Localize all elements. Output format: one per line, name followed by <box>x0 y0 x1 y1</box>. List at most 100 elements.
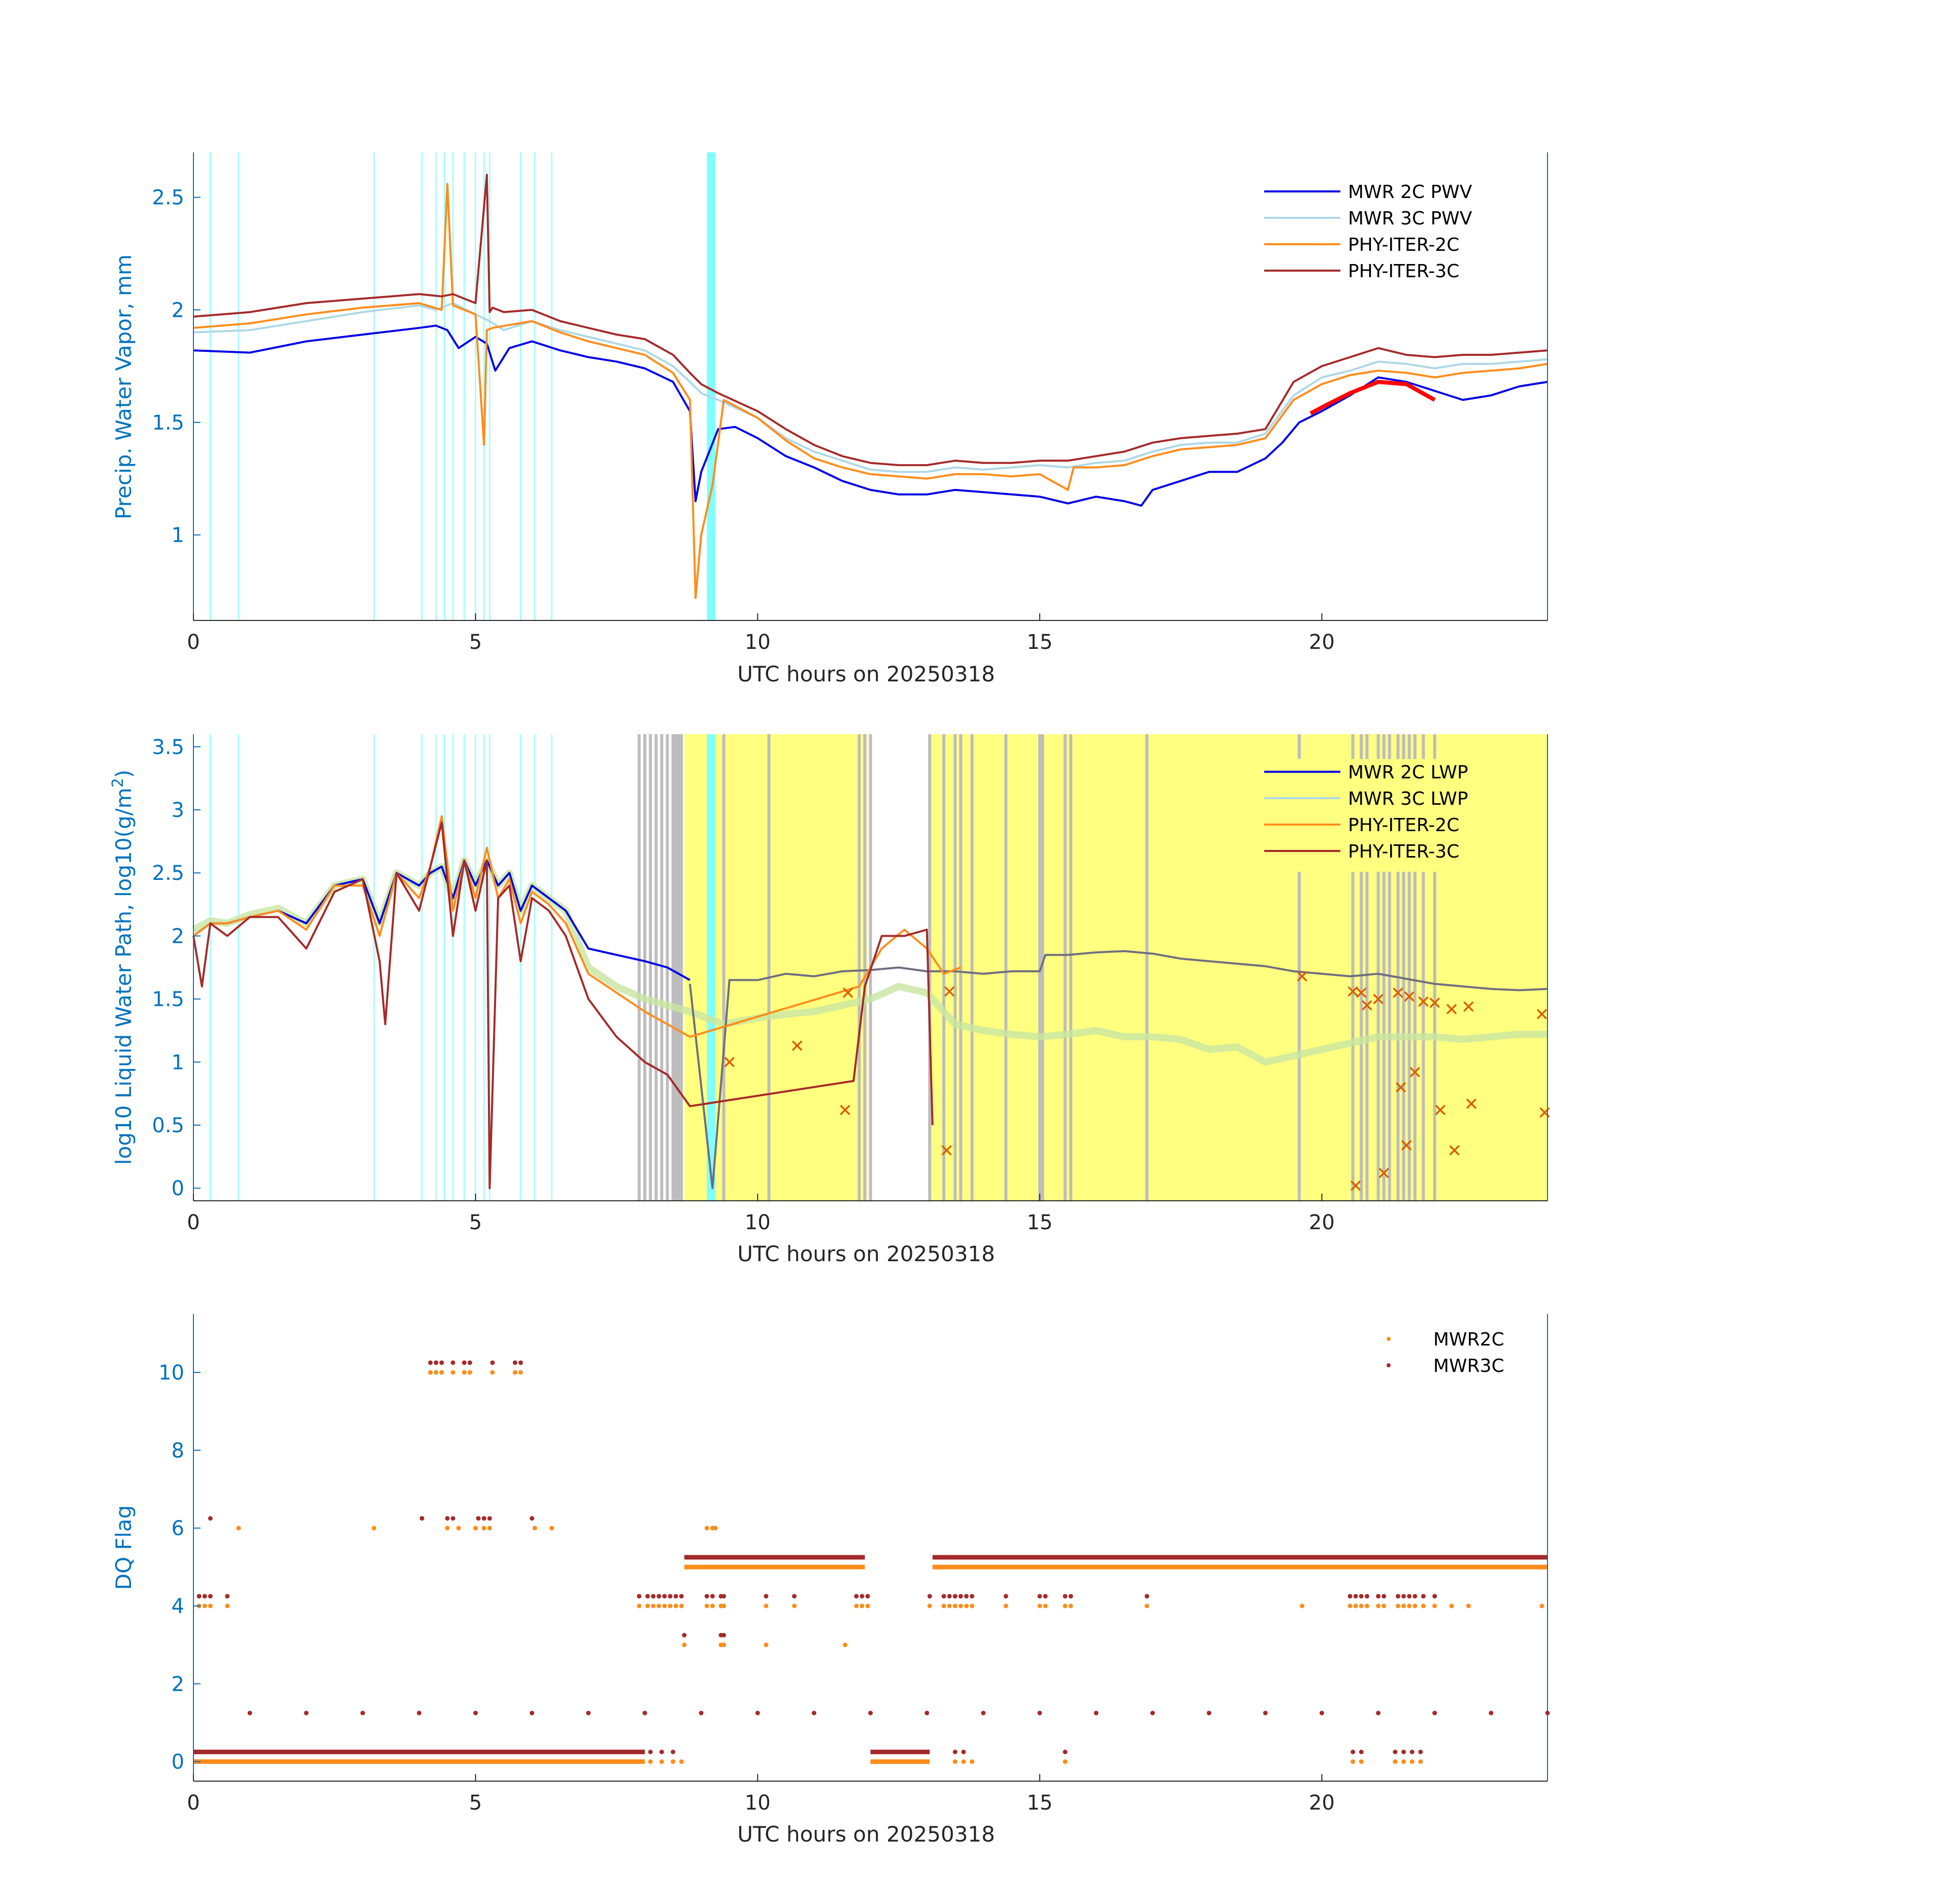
dq-series-1-point <box>1063 1750 1068 1754</box>
pwv-x-tick-label: 0 <box>187 631 200 654</box>
dq-series-1-point <box>1396 1594 1401 1599</box>
legend-label-mwr3c-pwv: MWR 3C PWV <box>1348 208 1472 229</box>
dq-series-0-point <box>1396 1603 1401 1608</box>
dq-series-0-point <box>713 1526 718 1531</box>
dq-series-1-point <box>1003 1594 1008 1599</box>
dq-series-0-point <box>1063 1759 1068 1764</box>
pwv-x-tick-label: 20 <box>1309 631 1335 654</box>
lwp-x-marker <box>1373 994 1384 1004</box>
dq-series-1-point <box>645 1594 650 1599</box>
lwp-x-marker <box>1536 1009 1548 1020</box>
lwp-x-marker <box>1418 996 1429 1007</box>
dq-series-1-point <box>704 1594 709 1599</box>
legend-label-mwr2c-pwv: MWR 2C PWV <box>1348 182 1472 203</box>
dq-series-0-point <box>372 1526 377 1531</box>
dq-series-1-point <box>1407 1594 1412 1599</box>
dq-series-1-point <box>1489 1711 1494 1716</box>
dq-series-0-point <box>487 1526 492 1531</box>
legend-label-mwr2c-lwp: MWR 2C LWP <box>1348 762 1468 783</box>
dq-series-1-point <box>1381 1594 1387 1599</box>
dq-series-0-point <box>202 1603 207 1608</box>
dq-series-0-point <box>656 1603 662 1608</box>
dq-series-1-point <box>450 1516 455 1521</box>
dq-series-1-point <box>1063 1594 1068 1599</box>
dq-series-0-point <box>462 1370 467 1375</box>
dq-series-1-point <box>1068 1594 1073 1599</box>
pwv-series-0 <box>193 324 1548 507</box>
lwp-y-tick-label: 2 <box>172 925 184 948</box>
dq-series-0-point <box>792 1603 797 1608</box>
dq-series-1-point <box>721 1633 727 1637</box>
dq-series-0-point <box>1037 1603 1042 1608</box>
dq-series-0-point <box>1003 1603 1008 1608</box>
dq-series-1-point <box>1347 1594 1353 1599</box>
dq-series-0-point <box>1364 1603 1369 1608</box>
dq-series-0-point <box>1347 1603 1353 1608</box>
dq-series-1-point <box>1351 1750 1356 1754</box>
dq-series-0-point <box>1144 1603 1149 1608</box>
pwv-series-1 <box>193 302 1548 473</box>
lwp-x-marker <box>1449 1145 1460 1156</box>
dq-x-tick-label: 0 <box>187 1791 200 1815</box>
lwp-x-tick-label: 10 <box>745 1211 771 1234</box>
dq-series-1-point <box>1094 1711 1099 1716</box>
dq-series-0-point <box>710 1603 715 1608</box>
dq-series-1-point <box>1359 1594 1364 1599</box>
dq-series-1-point <box>1320 1711 1324 1716</box>
dq-series-1-point <box>428 1360 433 1365</box>
dq-series-1-point <box>927 1594 932 1599</box>
dq-series-0-point <box>1393 1759 1398 1764</box>
dq-series-0-point <box>473 1526 478 1531</box>
legend-marker-mwr3c <box>1387 1363 1391 1367</box>
dq-series-1-point <box>208 1594 213 1599</box>
dq-series-0-point <box>439 1370 444 1375</box>
pwv-x-tick-label: 5 <box>469 631 482 654</box>
dq-y-tick-label: 6 <box>172 1517 184 1540</box>
lwp-x-marker <box>941 1145 952 1156</box>
dq-series-1-point <box>811 1711 816 1716</box>
dq-series-1-point <box>671 1750 676 1754</box>
dq-x-tick-label: 10 <box>745 1791 771 1815</box>
dq-series-0-point <box>704 1603 709 1608</box>
lwp-x-marker <box>1463 1001 1474 1012</box>
dq-series-1-point <box>1037 1711 1042 1716</box>
pwv-x-tick-label: 10 <box>745 631 771 654</box>
dq-series-0-point <box>854 1603 859 1608</box>
dq-x-tick-label: 15 <box>1027 1791 1052 1815</box>
dq-series-1-point <box>651 1594 656 1599</box>
dq-series-1-point <box>445 1516 450 1521</box>
pwv-x-axis-label: UTC hours on 20250318 <box>737 662 995 686</box>
dq-series-0-point <box>764 1643 769 1648</box>
dq-series-0-point <box>1539 1603 1544 1608</box>
dq-series-1-point <box>860 1594 865 1599</box>
legend-label-phy3c-lwp: PHY-ITER-3C <box>1348 841 1459 862</box>
dq-series-0-point <box>704 1526 709 1531</box>
legend-label-mwr2c: MWR2C <box>1433 1329 1504 1350</box>
lwp-series-3 <box>192 821 934 1190</box>
dq-series-1-point <box>1144 1594 1149 1599</box>
dq-series-0-point <box>645 1603 650 1608</box>
dq-series-0-point <box>1421 1603 1426 1608</box>
dq-series-1-point <box>434 1360 439 1365</box>
dq-series-1-point <box>961 1750 966 1754</box>
lwp-cyan-band <box>707 734 715 1201</box>
dq-y-axis-label: DQ Flag <box>111 1505 136 1590</box>
dq-series-0-point <box>1063 1603 1068 1608</box>
dq-series-0-point <box>1401 1603 1406 1608</box>
lwp-y-tick-label: 1.5 <box>152 988 184 1011</box>
lwp-x-marker <box>792 1040 803 1051</box>
dq-series-1-point <box>1432 1594 1437 1599</box>
legend-label-phy3c: PHY-ITER-3C <box>1348 261 1459 282</box>
dq-series-1-point <box>1043 1594 1048 1599</box>
dq-series-1-point <box>468 1360 473 1365</box>
dq-series-1-point <box>1412 1594 1418 1599</box>
dq-series-1-point <box>450 1360 455 1365</box>
dq-series-1-point <box>530 1516 535 1521</box>
dq-series-1-point <box>530 1711 535 1716</box>
dq-legend: MWR2C MWR3C <box>1387 1329 1504 1376</box>
dq-series-1-point <box>952 1594 958 1599</box>
lwp-x-marker <box>1347 986 1358 997</box>
dq-series-0-point <box>648 1759 653 1764</box>
dq-series-0-point <box>673 1603 678 1608</box>
lwp-x-marker <box>1362 1000 1372 1011</box>
